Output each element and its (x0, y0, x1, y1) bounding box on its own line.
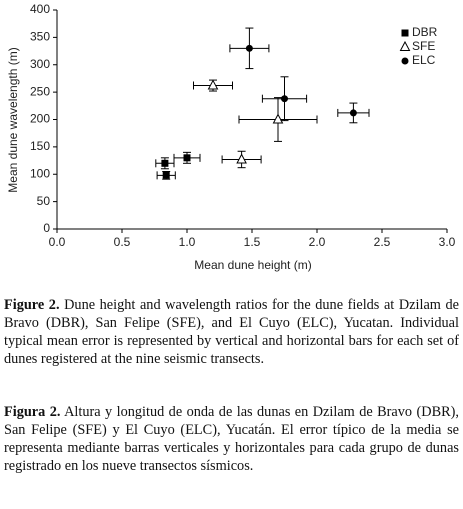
y-tick-label: 400 (30, 2, 50, 16)
y-tick-label: 0 (43, 221, 50, 235)
legend-marker (399, 40, 411, 51)
marker (162, 171, 170, 179)
x-tick-label: 1.0 (179, 235, 196, 249)
legend-marker (401, 57, 409, 65)
y-axis-label: Mean dune wavelength (m) (6, 47, 20, 192)
marker (281, 95, 288, 103)
marker (161, 159, 169, 167)
x-axis-label: Mean dune height (m) (194, 258, 311, 272)
x-tick-label: 1.5 (244, 235, 261, 249)
chart: Mean dune height (m) Mean dune wavelengt… (6, 2, 456, 272)
y-tick-label: 350 (30, 30, 50, 44)
marker (272, 113, 284, 124)
y-tick-label: 200 (30, 112, 50, 126)
y-tick-label: 300 (30, 57, 50, 71)
x-tick-label: 0.5 (114, 235, 131, 249)
y-tick-label: 250 (30, 84, 50, 98)
caption-text: Altura y longitud de onda de las dunas e… (4, 404, 459, 474)
marker (349, 109, 357, 117)
legend-label: DBR (412, 25, 438, 39)
caption-label: Figure 2. (4, 297, 60, 313)
marker (207, 79, 219, 90)
caption-en: Figure 2. Dune height and wavelength rat… (4, 296, 459, 368)
x-tick-label: 2.0 (309, 235, 326, 249)
x-tick-label: 3.0 (439, 235, 456, 249)
y-tick-label: 150 (30, 139, 50, 153)
marker (236, 153, 247, 164)
marker (183, 154, 191, 162)
x-tick-label: 2.5 (374, 235, 391, 249)
x-tick-label: 0.0 (49, 235, 66, 249)
legend-label: SFE (412, 39, 435, 53)
legend-marker (401, 29, 409, 37)
caption-label: Figura 2. (4, 404, 61, 420)
legend-label: ELC (412, 53, 436, 67)
caption-es: Figura 2. Altura y longitud de onda de l… (4, 403, 459, 475)
y-tick-label: 100 (30, 166, 50, 180)
marker (245, 44, 253, 52)
caption-text: Dune height and wavelength ratios for th… (4, 297, 459, 367)
y-tick-label: 50 (37, 194, 51, 208)
